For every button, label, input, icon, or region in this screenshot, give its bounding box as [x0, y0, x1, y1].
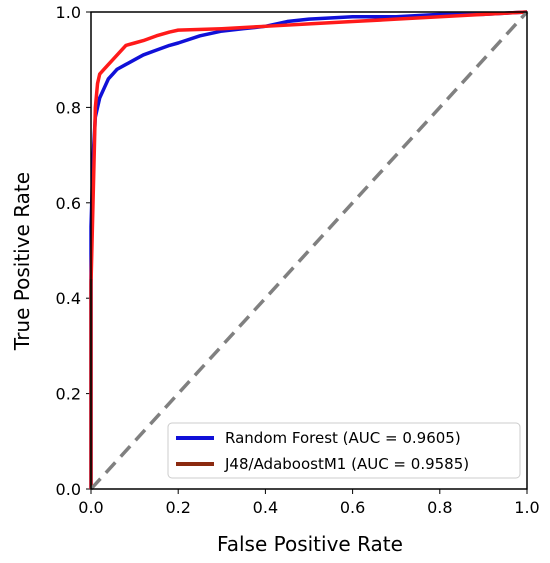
chance-diagonal	[89, 10, 529, 491]
plot-frame	[90, 11, 528, 490]
y-tick-label: 0.6	[56, 194, 81, 213]
x-tick-label: 0.0	[78, 498, 103, 517]
y-axis-label: True Positive Rate	[10, 172, 34, 351]
y-tick-label: 0.0	[56, 480, 81, 499]
x-tick-label: 0.2	[165, 498, 190, 517]
x-axis-label: False Positive Rate	[217, 532, 403, 556]
x-tick-label: 1.0	[514, 498, 539, 517]
x-tick-label: 0.4	[253, 498, 278, 517]
red-roc-curve	[89, 10, 528, 489]
x-tick-label: 0.6	[340, 498, 365, 517]
legend-frame	[167, 422, 521, 479]
legend-label-random-forest: Random Forest (AUC = 0.9605)	[225, 429, 461, 447]
ticks-group: 0.0 0.2 0.4 0.6 0.8 1.0 0.0 0.2 0.4 0.6 0.8 1.0	[56, 3, 540, 517]
legend: Random Forest (AUC = 0.9605) J48/Adaboos…	[167, 422, 521, 479]
y-tick-label: 0.2	[56, 385, 81, 404]
y-tick-label: 1.0	[56, 3, 81, 22]
plot-lines-group	[89, 10, 529, 491]
y-tick-label: 0.8	[56, 98, 81, 117]
legend-label-j48-adaboost: J48/AdaboostM1 (AUC = 0.9585)	[224, 455, 469, 473]
x-tick-label: 0.8	[427, 498, 452, 517]
random-forest-curve	[89, 10, 528, 489]
y-tick-label: 0.4	[56, 289, 81, 308]
